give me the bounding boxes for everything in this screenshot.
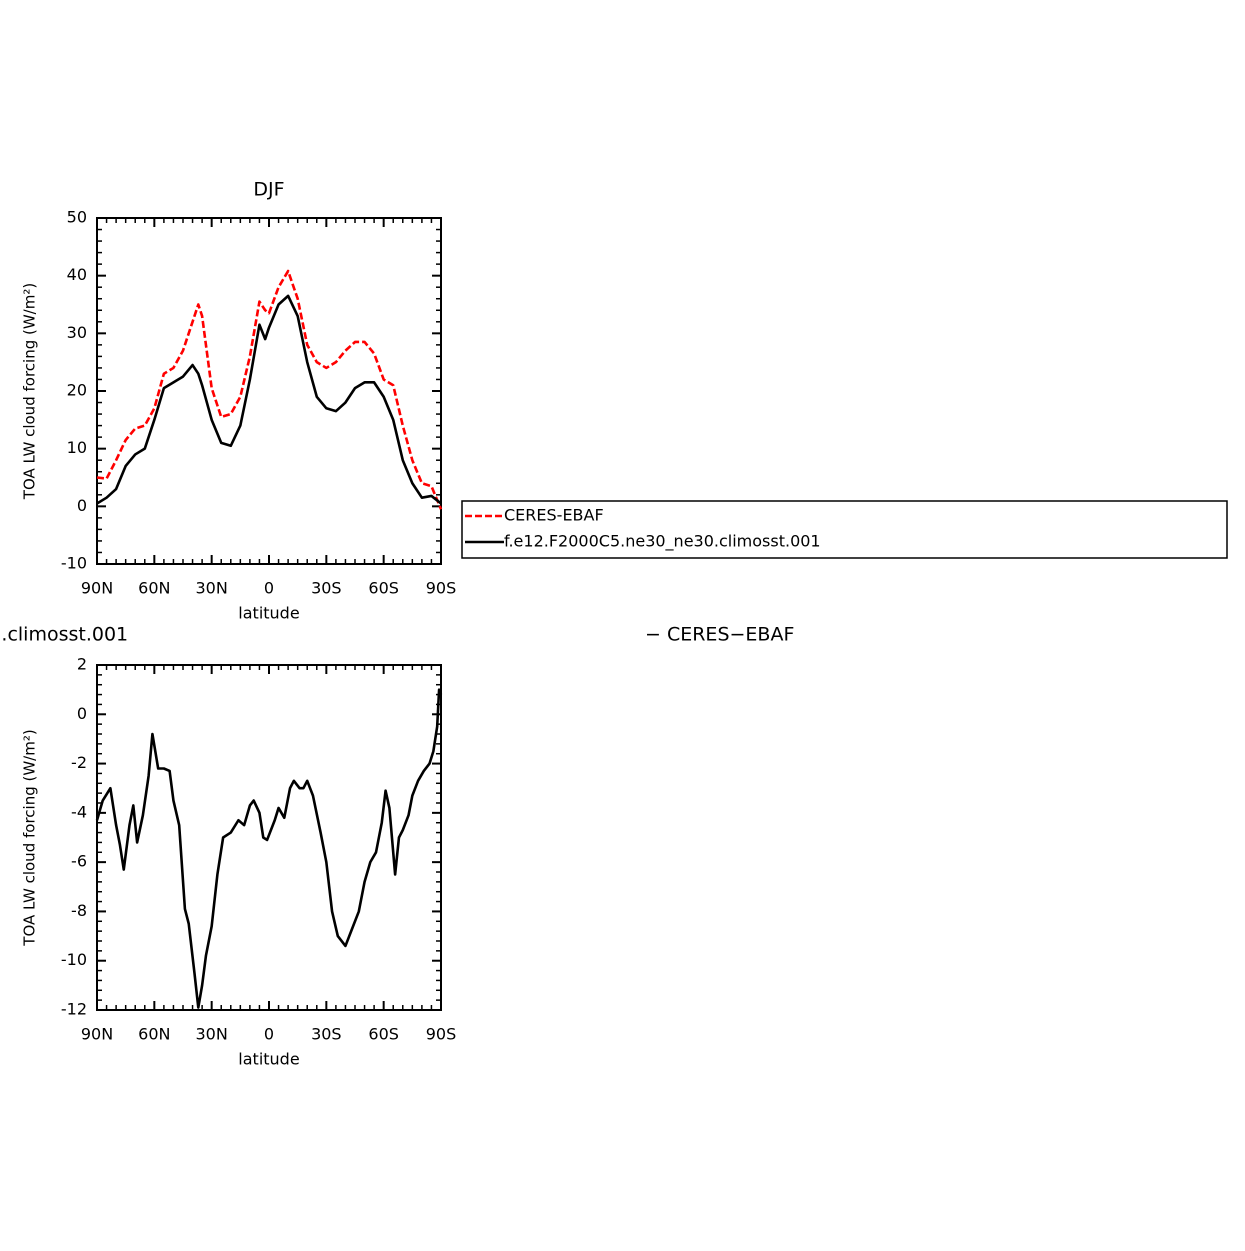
x-tick-label: 90N xyxy=(81,579,113,598)
y-tick-label: 50 xyxy=(67,208,87,227)
y-axis-label: TOA LW cloud forcing (W/m²) xyxy=(21,729,39,946)
y-tick-label: 0 xyxy=(77,704,87,723)
data-line xyxy=(96,294,442,505)
x-tick-label: 0 xyxy=(264,579,274,598)
x-tick-label: 60N xyxy=(138,1025,170,1044)
y-tick-label: -4 xyxy=(71,802,87,821)
y-tick-label: -2 xyxy=(71,753,87,772)
x-tick-label: 30N xyxy=(196,579,228,598)
chart-title-fragment: − CERES−EBAF xyxy=(645,624,794,646)
x-tick-label: 60S xyxy=(368,579,399,598)
y-tick-label: 40 xyxy=(67,265,87,284)
legend-label: CERES-EBAF xyxy=(504,506,604,525)
legend-label: f.e12.F2000C5.ne30_ne30.climosst.001 xyxy=(504,532,821,552)
chart-title-fragment: ).climosst.001 xyxy=(0,624,128,646)
y-tick-label: 20 xyxy=(67,381,87,400)
data-line xyxy=(96,269,443,510)
data-line xyxy=(95,688,443,1009)
x-tick-label: 0 xyxy=(264,1025,274,1044)
x-tick-label: 60S xyxy=(368,1025,399,1044)
x-tick-label: 30N xyxy=(196,1025,228,1044)
y-tick-label: 30 xyxy=(67,323,87,342)
plot-frame xyxy=(96,217,442,565)
y-tick-label: 0 xyxy=(77,496,87,515)
x-tick-label: 90S xyxy=(426,579,457,598)
y-tick-label: 2 xyxy=(77,655,87,674)
x-axis-label: latitude xyxy=(238,604,299,623)
x-tick-label: 30S xyxy=(311,1025,342,1044)
chart-title: DJF xyxy=(253,179,284,201)
y-axis-label: TOA LW cloud forcing (W/m²) xyxy=(21,283,39,500)
x-tick-label: 90N xyxy=(81,1025,113,1044)
y-tick-label: -10 xyxy=(61,554,87,573)
y-tick-label: -10 xyxy=(61,950,87,969)
x-tick-label: 60N xyxy=(138,579,170,598)
x-tick-label: 30S xyxy=(311,579,342,598)
y-tick-label: -6 xyxy=(71,852,87,871)
x-tick-label: 90S xyxy=(426,1025,457,1044)
x-axis-label: latitude xyxy=(238,1050,299,1069)
legend-box xyxy=(461,500,1228,559)
y-tick-label: -12 xyxy=(61,1000,87,1019)
y-tick-label: -8 xyxy=(71,901,87,920)
y-tick-label: 10 xyxy=(67,438,87,457)
